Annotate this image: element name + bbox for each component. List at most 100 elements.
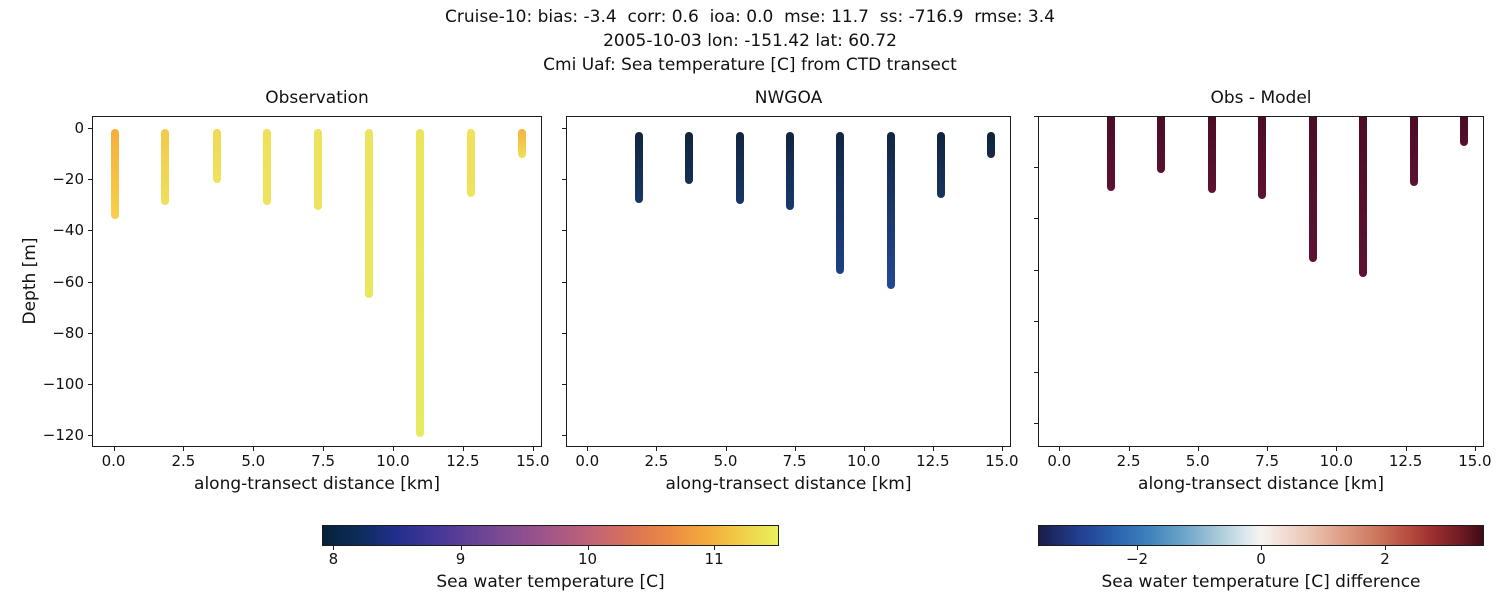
x-axis-title-model: along-transect distance [km] [665, 474, 912, 494]
profile-bar-difference [1359, 117, 1368, 277]
y-tick-label: −80 [52, 323, 84, 342]
y-tickmark [88, 179, 92, 181]
y-tick-label: −40 [52, 221, 84, 240]
x-tick-label: 15.0 [1458, 452, 1492, 470]
profile-bar-observation [161, 129, 170, 205]
profile-bar-difference [1460, 117, 1469, 147]
x-tickmark [1405, 447, 1407, 451]
y-tick-label: 0 [74, 119, 84, 137]
profile-bar-difference [1258, 117, 1267, 199]
figure-title-datetime: 2005-10-03 lon: -151.42 lat: 60.72 [603, 31, 897, 51]
colorbar-temperature [322, 525, 779, 546]
x-tickmark [253, 447, 255, 451]
x-tickmark [656, 447, 658, 451]
panel-model [566, 116, 1011, 447]
profile-bar-observation [467, 129, 476, 197]
x-tickmark [532, 447, 534, 451]
profile-bar-model [634, 131, 643, 204]
x-tickmark [183, 447, 185, 451]
colorbar-tick-label: 11 [704, 550, 724, 568]
panel-title-difference: Obs - Model [1210, 88, 1312, 108]
x-tick-label: 10.0 [376, 452, 410, 470]
profile-bar-observation [416, 129, 425, 438]
colorbar-tick-label: 8 [328, 550, 339, 568]
y-tickmark [88, 383, 92, 385]
x-tickmark [393, 447, 394, 451]
colorbar-tickmark [587, 546, 589, 550]
colorbar-temperature-difference [1038, 525, 1484, 546]
profile-bar-difference [1308, 117, 1317, 262]
y-tickmark [88, 281, 92, 283]
x-axis-title-difference: along-transect distance [km] [1138, 474, 1384, 494]
y-tickmark [1034, 423, 1038, 424]
y-tick-label: −100 [42, 374, 84, 393]
x-tick-label: 15.0 [516, 452, 550, 470]
profile-bar-model [836, 131, 845, 274]
x-tickmark [1267, 447, 1269, 451]
profile-bar-model [987, 131, 996, 159]
y-tick-label: −20 [52, 170, 84, 189]
profile-bar-observation [365, 129, 374, 298]
x-tick-label: 10.0 [1319, 452, 1353, 470]
colorbar-tickmark [714, 546, 716, 550]
y-tickmark [88, 332, 92, 334]
x-tickmark [1059, 447, 1061, 451]
colorbar-tick-label: 0 [1256, 550, 1266, 568]
profile-bar-observation [314, 129, 323, 210]
y-tickmark [562, 230, 566, 232]
colorbar-tick-label: 10 [577, 550, 598, 568]
panel-title-observation: Observation [265, 88, 369, 108]
x-tickmark [587, 447, 589, 451]
colorbar-tick-label: 2 [1380, 550, 1390, 568]
profile-bar-difference [1207, 117, 1216, 193]
colorbar-label-temperature-difference: Sea water temperature [C] difference [1101, 572, 1421, 592]
panel-title-model: NWGOA [754, 88, 823, 108]
x-tick-label: 7.5 [782, 452, 807, 470]
x-tickmark [794, 447, 796, 451]
profile-bar-observation [263, 129, 272, 205]
panel-difference [1038, 116, 1484, 447]
x-tick-label: 0.0 [1047, 452, 1072, 470]
y-tickmark [1034, 269, 1038, 271]
x-axis-title-observation: along-transect distance [km] [194, 474, 440, 494]
y-tickmark [1034, 167, 1038, 169]
x-tick-label: 2.5 [1116, 452, 1141, 470]
x-tick-label: 5.0 [241, 452, 266, 470]
profile-bar-model [735, 131, 744, 205]
profile-bar-observation [212, 129, 221, 183]
x-tick-label: 5.0 [1185, 452, 1210, 470]
y-tickmark [562, 332, 566, 334]
colorbar-tickmark [333, 546, 335, 550]
x-tick-label: 0.0 [101, 452, 126, 470]
y-tick-label: −120 [42, 426, 84, 444]
colorbar-tick-label: −2 [1125, 550, 1149, 568]
figure-title-variable: Cmi Uaf: Sea temperature [C] from CTD tr… [543, 55, 957, 75]
x-tickmark [863, 447, 865, 451]
y-tickmark [1034, 116, 1038, 117]
x-tick-label: 12.5 [916, 452, 950, 470]
x-tickmark [113, 447, 115, 451]
profile-bar-difference [1157, 117, 1166, 174]
colorbar-tickmark [1385, 546, 1386, 550]
y-tickmark [562, 128, 566, 129]
x-tick-label: 15.0 [985, 452, 1019, 470]
y-tickmark [562, 179, 566, 181]
x-tick-label: 2.5 [644, 452, 669, 470]
y-tickmark [88, 435, 92, 436]
y-tickmark [562, 281, 566, 283]
y-tickmark [1034, 371, 1038, 373]
profile-bar-model [785, 131, 794, 210]
colorbar-label-temperature: Sea water temperature [C] [436, 572, 665, 592]
profile-bar-model [685, 131, 694, 184]
x-tick-label: 12.5 [446, 452, 480, 470]
x-tickmark [1474, 447, 1476, 451]
x-tickmark [1001, 447, 1003, 451]
colorbar-tick-label: 9 [455, 550, 466, 568]
x-tick-label: 2.5 [171, 452, 196, 470]
profile-bar-difference [1409, 117, 1418, 187]
y-tickmark [88, 128, 92, 129]
colorbar-tickmark [460, 546, 462, 550]
profile-bar-observation [518, 129, 526, 159]
x-tickmark [1197, 447, 1199, 451]
